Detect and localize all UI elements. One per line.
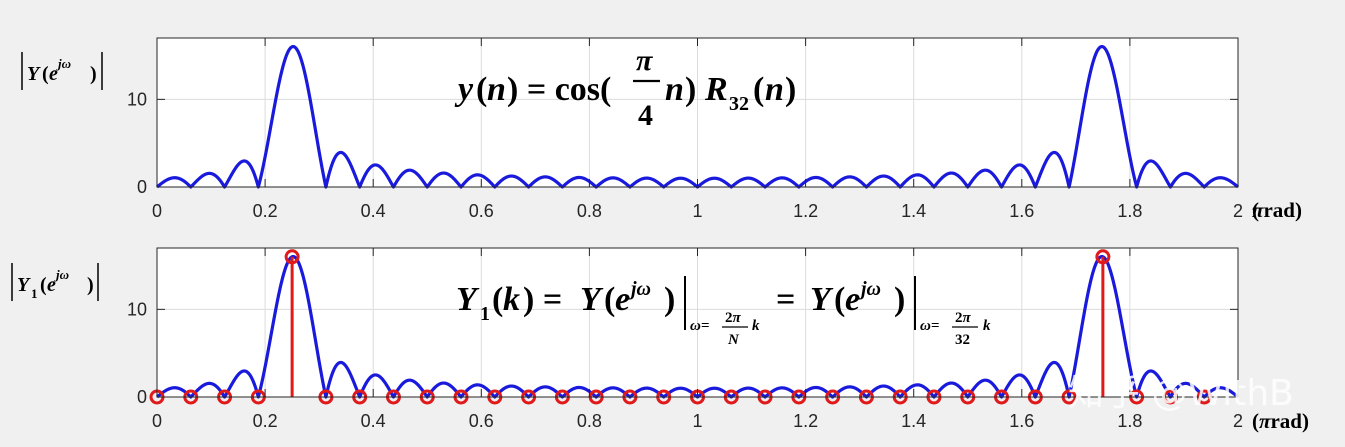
- svg-text:Y: Y: [456, 281, 480, 318]
- x-tick-label: 1.2: [793, 201, 818, 221]
- svg-text:y: y: [454, 71, 474, 108]
- x-tick-label: 0.6: [469, 411, 494, 431]
- svg-text:(: (: [492, 281, 503, 318]
- svg-text:): ): [685, 71, 696, 108]
- svg-text:e: e: [49, 63, 58, 85]
- x-tick-label: 1.6: [1009, 201, 1034, 221]
- svg-text:e: e: [845, 281, 860, 318]
- svg-text:n: n: [765, 71, 784, 108]
- x-tick-label: 0.2: [253, 201, 278, 221]
- svg-text:(: (: [834, 281, 845, 318]
- x-tick-label: 0: [152, 201, 162, 221]
- svg-text:): ): [894, 281, 905, 318]
- x-tick-label: 1.4: [901, 411, 926, 431]
- svg-text:): ): [664, 281, 675, 318]
- top-plot-ylabel: Y ( e jω ): [21, 52, 103, 90]
- svg-text:1: 1: [480, 303, 490, 325]
- x-tick-label: 0.2: [253, 411, 278, 431]
- svg-text:ω: ω: [690, 318, 701, 334]
- x-tick-label: 2: [1233, 201, 1243, 221]
- y-tick-label: 10: [127, 89, 147, 109]
- x-tick-label: 0.6: [469, 201, 494, 221]
- svg-text:Y: Y: [810, 281, 834, 318]
- svg-text:(: (: [476, 71, 487, 108]
- svg-text:Y: Y: [27, 63, 41, 85]
- svg-text:2π: 2π: [725, 310, 742, 326]
- svg-text:(: (: [42, 63, 49, 85]
- svg-text:jω: jω: [628, 278, 651, 300]
- svg-text:e: e: [47, 274, 56, 296]
- svg-text:n: n: [665, 71, 684, 108]
- stem-marker: [284, 249, 300, 265]
- x-tick-label: 0.8: [577, 201, 602, 221]
- svg-text:Y: Y: [580, 281, 604, 318]
- x-tick-label: 1.2: [793, 411, 818, 431]
- top-plot: 0 0.2 0.4 0.6 0.8 1 1.2 1.4 1.6 1.8 2 0 10 Y ( e jω…: [21, 37, 1302, 222]
- y-tick-label: 0: [137, 387, 147, 407]
- top-plot-formula: y ( n ) = cos( π 4 n ) R 32 ( n ): [454, 44, 796, 132]
- x-tick-label: 0.8: [577, 411, 602, 431]
- top-plot-yticks: 0 10: [127, 89, 1238, 197]
- svg-text:2π: 2π: [955, 310, 972, 326]
- svg-text:): ): [785, 71, 796, 108]
- svg-text:jω: jω: [56, 56, 71, 71]
- top-plot-xticks: 0 0.2 0.4 0.6 0.8 1 1.2 1.4 1.6 1.8 2: [152, 38, 1243, 221]
- svg-text:e: e: [615, 281, 630, 318]
- watermark: 知乎 @WithB: [1068, 373, 1294, 414]
- x-tick-label: 1: [692, 201, 702, 221]
- x-tick-label: 1.6: [1009, 411, 1034, 431]
- svg-text:) = cos(: ) = cos(: [507, 71, 611, 108]
- svg-text:k: k: [983, 318, 991, 334]
- svg-text:1: 1: [31, 286, 38, 301]
- bottom-plot-xlabel: (πrad): [1252, 409, 1309, 433]
- svg-text:) =: ) =: [523, 281, 562, 318]
- bottom-plot-yticks: 0 10: [127, 299, 1238, 407]
- svg-text:Y: Y: [17, 274, 31, 296]
- svg-text:k: k: [752, 318, 760, 334]
- x-tick-label: 1: [692, 411, 702, 431]
- bottom-plot: 0 0.2 0.4 0.6 0.8 1 1.2 1.4 1.6 1.8 2 0 10 Y 1 ( e …: [11, 247, 1309, 433]
- svg-text:N: N: [727, 332, 740, 348]
- svg-text:R: R: [704, 71, 728, 108]
- stem-marker: [1095, 249, 1111, 265]
- svg-text:(: (: [40, 274, 47, 296]
- x-tick-label: 1.8: [1117, 201, 1142, 221]
- svg-text:(: (: [604, 281, 615, 318]
- top-plot-xlabel: πrad): [1252, 198, 1302, 222]
- bottom-plot-formula: Y 1 ( k ) = Y ( e jω ) ω = 2π N k = Y ( …: [456, 276, 991, 348]
- x-tick-label: 1.4: [901, 201, 926, 221]
- x-tick-label: 0.4: [361, 201, 386, 221]
- x-tick-label: 1.8: [1117, 411, 1142, 431]
- svg-text:): ): [90, 63, 97, 85]
- y-tick-label: 0: [137, 177, 147, 197]
- svg-text:32: 32: [729, 93, 749, 115]
- x-tick-label: 2: [1233, 411, 1243, 431]
- svg-text:ω: ω: [920, 318, 931, 334]
- svg-text:(: (: [753, 71, 764, 108]
- svg-text:4: 4: [638, 99, 653, 132]
- svg-text:jω: jω: [858, 278, 881, 300]
- x-tick-label: 0.4: [361, 411, 386, 431]
- y-tick-label: 10: [127, 299, 147, 319]
- bottom-plot-ylabel: Y 1 ( e jω ): [11, 263, 99, 301]
- svg-text:k: k: [503, 281, 520, 318]
- svg-text:(: (: [1252, 198, 1259, 222]
- svg-text:32: 32: [955, 332, 970, 348]
- svg-text:n: n: [487, 71, 506, 108]
- bottom-plot-xticks: 0 0.2 0.4 0.6 0.8 1 1.2 1.4 1.6 1.8 2: [152, 248, 1243, 431]
- svg-text:=: =: [931, 318, 940, 334]
- svg-text:=: =: [701, 318, 710, 334]
- svg-text:jω: jω: [54, 267, 69, 282]
- x-tick-label: 0: [152, 411, 162, 431]
- svg-text:): ): [87, 274, 94, 296]
- svg-text:π: π: [636, 44, 653, 77]
- svg-text:=: =: [776, 281, 795, 318]
